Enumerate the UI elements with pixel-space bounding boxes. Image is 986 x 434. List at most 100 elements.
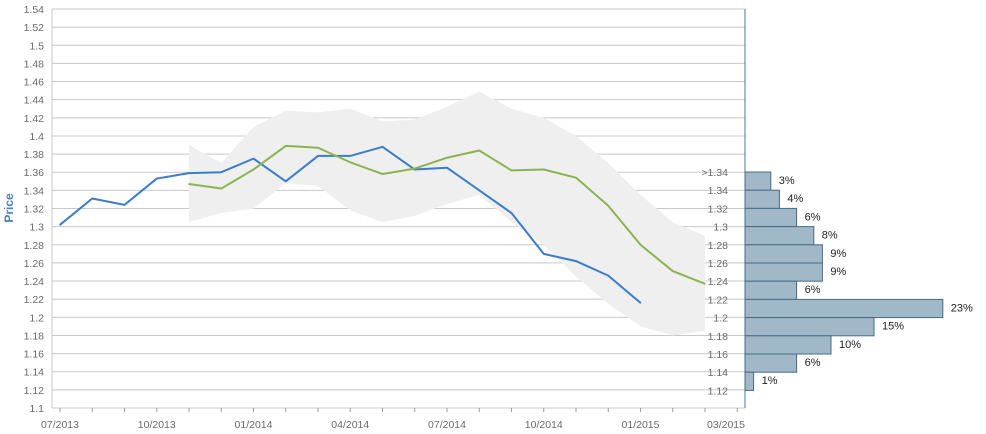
distribution-bar-label: 1% [762, 375, 778, 387]
distribution-bar-label: 9% [830, 248, 846, 260]
y-tick-label: 1.42 [24, 113, 45, 125]
distribution-bar-label: 6% [805, 357, 821, 369]
distribution-bin-label: 1.26 [708, 258, 729, 270]
y-axis-title: Price [2, 193, 16, 223]
distribution-bar-label: 4% [787, 193, 803, 205]
y-tick-label: 1.1 [29, 403, 44, 415]
series-2-point [671, 270, 674, 272]
y-tick-label: 1.44 [24, 95, 45, 107]
series-1-point [381, 146, 384, 148]
y-tick-label: 1.48 [24, 58, 45, 70]
series-2-point [252, 168, 255, 171]
x-axis-ticks [59, 408, 738, 412]
distribution-bar-label: 6% [805, 211, 821, 223]
distribution-bar-label: 6% [805, 284, 821, 296]
y-tick-label: 1.38 [24, 149, 45, 161]
distribution-bar [744, 371, 755, 391]
distribution-bar [744, 262, 823, 282]
distribution-bin-label: 1.24 [708, 276, 729, 288]
distribution-bin-label: 1.34 [708, 185, 729, 197]
distribution-bar-label: 8% [822, 230, 838, 242]
distribution-bar-label: 10% [839, 339, 861, 351]
x-tick-label: 10/2014 [525, 419, 563, 431]
y-tick-label: 1.12 [24, 385, 45, 397]
series-1-point [59, 224, 61, 226]
distribution-bin-label: 1.2 [713, 313, 728, 325]
distribution-bar-label: 23% [951, 302, 973, 314]
series-1-point [575, 260, 577, 262]
series-1-point [446, 166, 448, 169]
distribution-bar-label: 9% [830, 266, 846, 278]
y-tick-label: 1.54 [24, 4, 45, 16]
distribution-bin-label: 1.28 [708, 240, 729, 252]
series-1-point [639, 302, 642, 304]
series-2-point [381, 173, 384, 175]
series-1-point [542, 253, 545, 255]
x-tick-label: 01/2015 [622, 419, 660, 431]
series-2-point [317, 146, 319, 149]
y-tick-label: 1.14 [24, 367, 45, 379]
series-1-point [607, 274, 610, 277]
distribution-bar [744, 171, 772, 191]
series-1-point [510, 212, 513, 214]
y-tick-label: 1.5 [29, 40, 44, 52]
series-2-point [188, 183, 190, 185]
series-1-point [155, 177, 158, 180]
distribution-bin-label: 1.14 [708, 367, 729, 379]
series-2-point [704, 282, 706, 285]
series-2-point [284, 145, 287, 147]
series-1-point [284, 180, 287, 183]
distribution-bin-label: 1.22 [708, 294, 729, 306]
distribution-bar [744, 298, 944, 319]
series-2-point [542, 168, 545, 171]
y-tick-label: 1.32 [24, 204, 45, 216]
distribution-bin-label: 1.3 [713, 222, 728, 234]
y-tick-label: 1.22 [24, 294, 45, 306]
series-2-point [220, 187, 223, 190]
series-1-point [317, 155, 319, 157]
y-tick-label: 1.28 [24, 240, 45, 252]
series-1-point [91, 197, 94, 200]
series-1-point [478, 189, 481, 192]
series-1-point [252, 157, 255, 160]
series-2-point [639, 243, 642, 246]
series-2-point [349, 161, 352, 164]
distribution-bar [744, 280, 798, 300]
y-tick-label: 1.46 [24, 77, 45, 89]
distribution-bar [744, 189, 780, 209]
series-2-point [446, 156, 448, 159]
distribution-bar [744, 353, 798, 373]
distribution-bin-label: 1.16 [708, 349, 729, 361]
distribution-bin-label: >1.34 [701, 167, 728, 179]
forecast-band [189, 91, 705, 336]
x-tick-label: 03/2015 [707, 419, 745, 431]
y-tick-label: 1.52 [24, 22, 45, 34]
series-1-point [349, 155, 352, 157]
distribution-bin-labels: >1.34 1.34 1.32 1.3 1.28 1.26 1.24 1.22 1.2 1.18 1… [701, 167, 728, 397]
x-tick-label: 04/2014 [331, 419, 369, 431]
distribution-bin-label: 1.32 [708, 203, 729, 215]
x-tick-label: 07/2014 [428, 419, 466, 431]
x-tick-label: 01/2014 [235, 419, 273, 431]
distribution-bar-label: 3% [779, 175, 795, 187]
series-2-point [607, 204, 610, 207]
y-tick-label: 1.4 [29, 131, 44, 143]
series-2-point [478, 149, 481, 152]
distribution-bar-label: 15% [882, 321, 904, 333]
y-tick-label: 1.3 [29, 222, 44, 234]
distribution-bar [744, 317, 875, 337]
series-1-point [123, 204, 126, 206]
x-tick-label: 07/2013 [41, 419, 79, 431]
series-1-point [188, 172, 190, 174]
y-tick-label: 1.36 [24, 167, 45, 179]
distribution-bar [744, 207, 798, 228]
y-tick-label: 1.26 [24, 258, 45, 270]
series-2-point [413, 167, 416, 170]
distribution-bin-label: 1.18 [708, 331, 729, 343]
distribution-bars: 3%4%6%8%9%9%6%23%15%10%6%1% [744, 171, 973, 391]
y-tick-label: 1.2 [29, 312, 44, 324]
series-1-point [220, 171, 223, 174]
y-tick-labels: 1.54 1.52 1.5 1.48 1.46 1.44 1.42 1.4 1.38 1.36 1.… [24, 4, 45, 415]
y-tick-label: 1.16 [24, 349, 45, 361]
